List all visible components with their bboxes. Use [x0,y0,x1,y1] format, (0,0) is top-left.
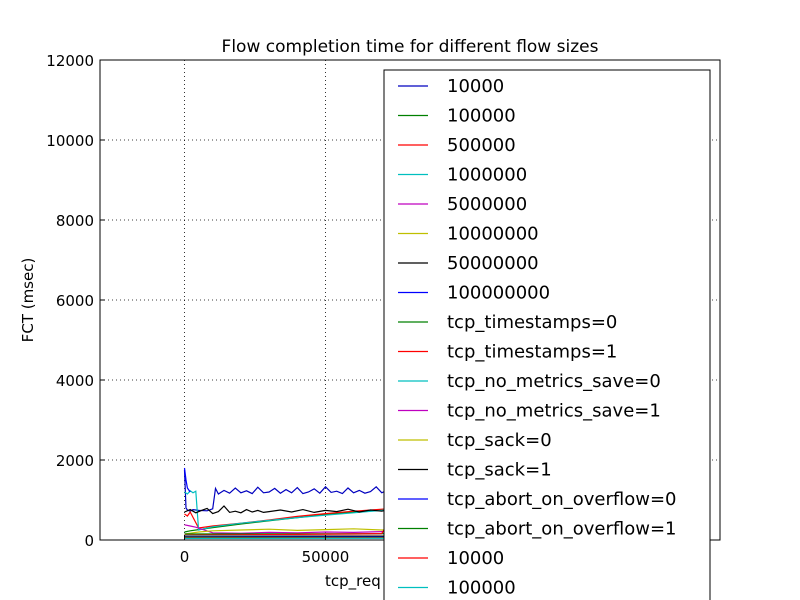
legend-entry: 100000 [447,106,516,127]
legend-entry: tcp_sack=1 [447,460,552,481]
legend-entry: 100000 [447,578,516,599]
x-tick-label: 0 [180,548,190,566]
legend-box [383,69,711,600]
legend-entry: tcp_sack=0 [447,430,552,451]
series-line-6 [184,505,427,515]
legend-entry: 100000000 [447,283,550,304]
y-tick-label: 6000 [56,292,94,310]
legend: 10000 100000 500000 1000000 5000000 10000000 5… [383,69,711,600]
series-line-3 [184,489,427,531]
y-tick-label: 0 [84,532,94,550]
y-tick-label: 8000 [56,212,94,230]
x-axis-label: tcp_req [325,572,381,591]
series-line-7 [183,467,191,493]
y-tick-label: 10000 [46,132,94,150]
legend-entry: tcp_no_metrics_save=1 [447,401,661,422]
legend-entry: 50000000 [447,253,539,274]
legend-entry: 1000000 [447,165,527,186]
legend-entry: tcp_abort_on_overflow=1 [447,519,676,540]
legend-entry: 10000000 [447,224,539,245]
chart-title: Flow completion time for different flow … [222,37,599,57]
legend-entry: tcp_abort_on_overflow=0 [447,489,676,510]
y-tick-label: 12000 [46,52,94,70]
legend-entry: tcp_no_metrics_save=0 [447,371,661,392]
ticks: 0 2000 4000 6000 8000 10000 12000 0 50000 [46,52,349,566]
legend-entry: tcp_timestamps=1 [447,342,617,363]
x-tick-label: 50000 [302,548,350,566]
legend-entry: 5000000 [447,194,527,215]
legend-entry: 500000 [447,135,516,156]
y-tick-label: 2000 [56,452,94,470]
y-tick-label: 4000 [56,372,94,390]
y-axis-label: FCT (msec) [19,258,37,343]
legend-entry: tcp_timestamps=0 [447,312,617,333]
legend-entry: 10000 [447,548,504,569]
legend-entry: 10000 [447,76,504,97]
